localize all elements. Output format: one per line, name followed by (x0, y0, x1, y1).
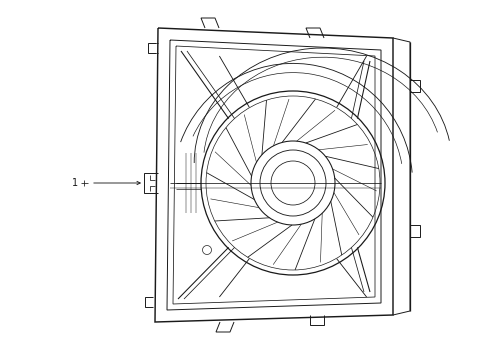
Text: 1: 1 (72, 178, 78, 188)
